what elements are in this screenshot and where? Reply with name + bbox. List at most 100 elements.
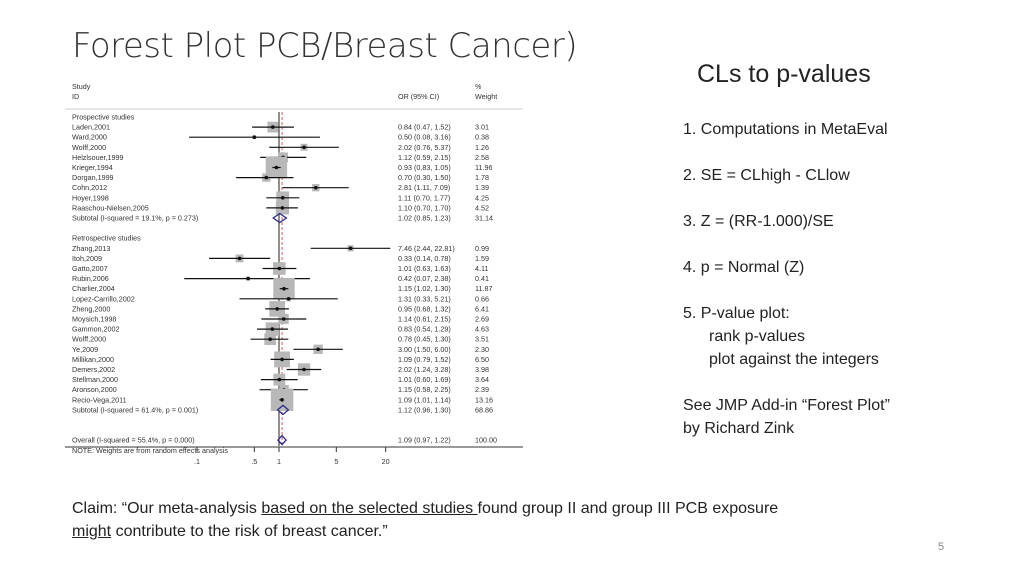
point-estimate (316, 347, 320, 352)
or-ci-value: 0.83 (0.54, 1.29) (398, 325, 451, 334)
or-ci-value: 1.11 (0.70, 1.77) (398, 193, 450, 202)
step-1: 1. Computations in MetaEval (683, 121, 888, 138)
or-ci-value: 1.01 (0.60, 1.69) (398, 375, 451, 384)
sub-or-ci: 1.02 (0.85, 1.23) (398, 214, 451, 223)
point-estimate (264, 175, 269, 180)
point-estimate (313, 185, 318, 190)
point-estimate (246, 276, 250, 281)
x-tick-label: 1 (277, 457, 281, 466)
or-ci-value: 0.50 (0.08, 3.16) (398, 133, 451, 142)
point-estimate (286, 297, 291, 301)
point-estimate (280, 398, 284, 402)
group-label: Prospective studies (72, 113, 135, 122)
point-estimate (302, 145, 306, 150)
step-5-sub-1: rank p-values (709, 328, 806, 345)
step-2: 2. SE = CLhigh - CLlow (683, 167, 850, 184)
study-label: Laden,2001 (72, 123, 110, 132)
claim-underlined2: might (72, 523, 112, 540)
header-weight: Weight (475, 92, 497, 101)
x-tick-label: 20 (382, 457, 390, 466)
study-label: Hoyer,1998 (72, 193, 109, 202)
weight-value: 0.38 (475, 133, 489, 142)
point-estimate (268, 337, 272, 342)
weight-value: 0.66 (475, 294, 489, 303)
study-label: Raaschou-Nielsen,2005 (72, 203, 149, 212)
or-ci-value: 3.00 (1.50, 6.00) (398, 345, 451, 354)
point-estimate (280, 206, 285, 210)
group-label: Retrospective studies (72, 234, 141, 243)
claim-part3: contribute to the risk of breast cancer.… (111, 523, 388, 540)
weight-value: 3.64 (475, 375, 489, 384)
point-estimate (302, 367, 306, 372)
weight-value: 11.96 (475, 163, 492, 172)
point-estimate (275, 307, 279, 311)
study-label: Krieger,1994 (72, 163, 113, 172)
overall-diamond (277, 434, 287, 446)
or-ci-value: 2.81 (1.11, 7.09) (398, 183, 450, 192)
jmp-note-line1: See JMP Add-in “Forest Plot” (683, 397, 890, 414)
or-ci-value: 0.93 (0.83, 1.05) (398, 163, 451, 172)
subtotal-diamond (276, 404, 290, 416)
weight-value: 2.69 (475, 315, 489, 324)
slide-title: Forest Plot PCB/Breast Cancer) (72, 26, 578, 66)
x-tick-label: 5 (334, 457, 338, 466)
or-ci-value: 2.02 (0.76, 5.37) (398, 143, 451, 152)
weight-value: 1.59 (475, 254, 489, 263)
step-4: 4. p = Normal (Z) (683, 259, 805, 276)
claim-part2: found group II and group III PCB exposur… (477, 500, 779, 517)
or-ci-value: 2.02 (1.24, 3.28) (398, 365, 451, 374)
weight-value: 4.52 (475, 203, 489, 212)
weight-value: 1.39 (475, 183, 489, 192)
or-ci-value: 0.84 (0.47, 1.52) (398, 123, 451, 132)
overall-or-ci: 1.09 (0.97, 1.22) (398, 436, 451, 445)
or-ci-value: 0.70 (0.30, 1.50) (398, 173, 451, 182)
weight-value: 2.58 (475, 153, 489, 162)
study-label: Ward,2000 (72, 133, 107, 142)
x-tick-label: .5 (251, 457, 257, 466)
point-estimate (277, 266, 282, 271)
sub-weight: 31.14 (475, 214, 493, 223)
study-label: Helzlsouer,1999 (72, 153, 124, 162)
study-label: Demers,2002 (72, 365, 115, 374)
weight-value: 2.39 (475, 385, 489, 394)
study-label: Moysich,1998 (72, 315, 116, 324)
or-ci-value: 1.01 (0.63, 1.63) (398, 264, 451, 273)
weight-value: 4.25 (475, 193, 489, 202)
point-estimate (277, 377, 282, 382)
jmp-note-line2: by Richard Zink (683, 420, 795, 437)
weight-value: 6.50 (475, 355, 489, 364)
point-estimate (274, 165, 279, 170)
point-estimate (348, 246, 353, 251)
claim-underlined1: based on the selected studies (261, 500, 478, 517)
point-estimate (280, 196, 285, 200)
point-estimate (237, 256, 242, 261)
or-ci-value: 0.95 (0.68, 1.32) (398, 304, 451, 313)
or-ci-value: 0.42 (0.07, 2.38) (398, 274, 451, 283)
sub-or-ci: 1.12 (0.96, 1.30) (398, 405, 451, 414)
subtotal-diamond (272, 212, 288, 224)
or-ci-value: 1.09 (1.01, 1.14) (398, 395, 451, 404)
or-ci-value: 1.31 (0.33, 5.21) (398, 294, 451, 303)
weight-value: 3.01 (475, 123, 489, 132)
or-ci-value: 7.46 (2.44, 22.81) (398, 244, 455, 253)
overall-weight: 100.00 (475, 436, 497, 445)
or-ci-value: 0.33 (0.14, 0.78) (398, 254, 451, 263)
or-ci-value: 1.15 (1.02, 1.30) (398, 284, 451, 293)
study-label: Gammon,2002 (72, 325, 120, 334)
study-label: Millikan,2000 (72, 355, 114, 364)
study-label: Zheng,2000 (72, 304, 110, 313)
claim-part1: Claim: “Our meta-analysis (72, 500, 262, 517)
or-ci-value: 1.10 (0.70, 1.70) (398, 203, 451, 212)
weight-value: 1.78 (475, 173, 489, 182)
study-label: Aronson,2000 (72, 385, 117, 394)
study-label: Gatto,2007 (72, 264, 108, 273)
step-5: 5. P-value plot: (683, 305, 790, 322)
weight-value: 4.11 (475, 264, 488, 273)
sub-label: Subtotal (I-squared = 19.1%, p = 0.273) (72, 214, 198, 223)
slide-subtitle: CLs to p-values (697, 60, 871, 88)
study-label: Lopez-Carrillo,2002 (72, 294, 135, 303)
study-label: Ye,2009 (72, 345, 98, 354)
weight-value: 4.63 (475, 325, 489, 334)
